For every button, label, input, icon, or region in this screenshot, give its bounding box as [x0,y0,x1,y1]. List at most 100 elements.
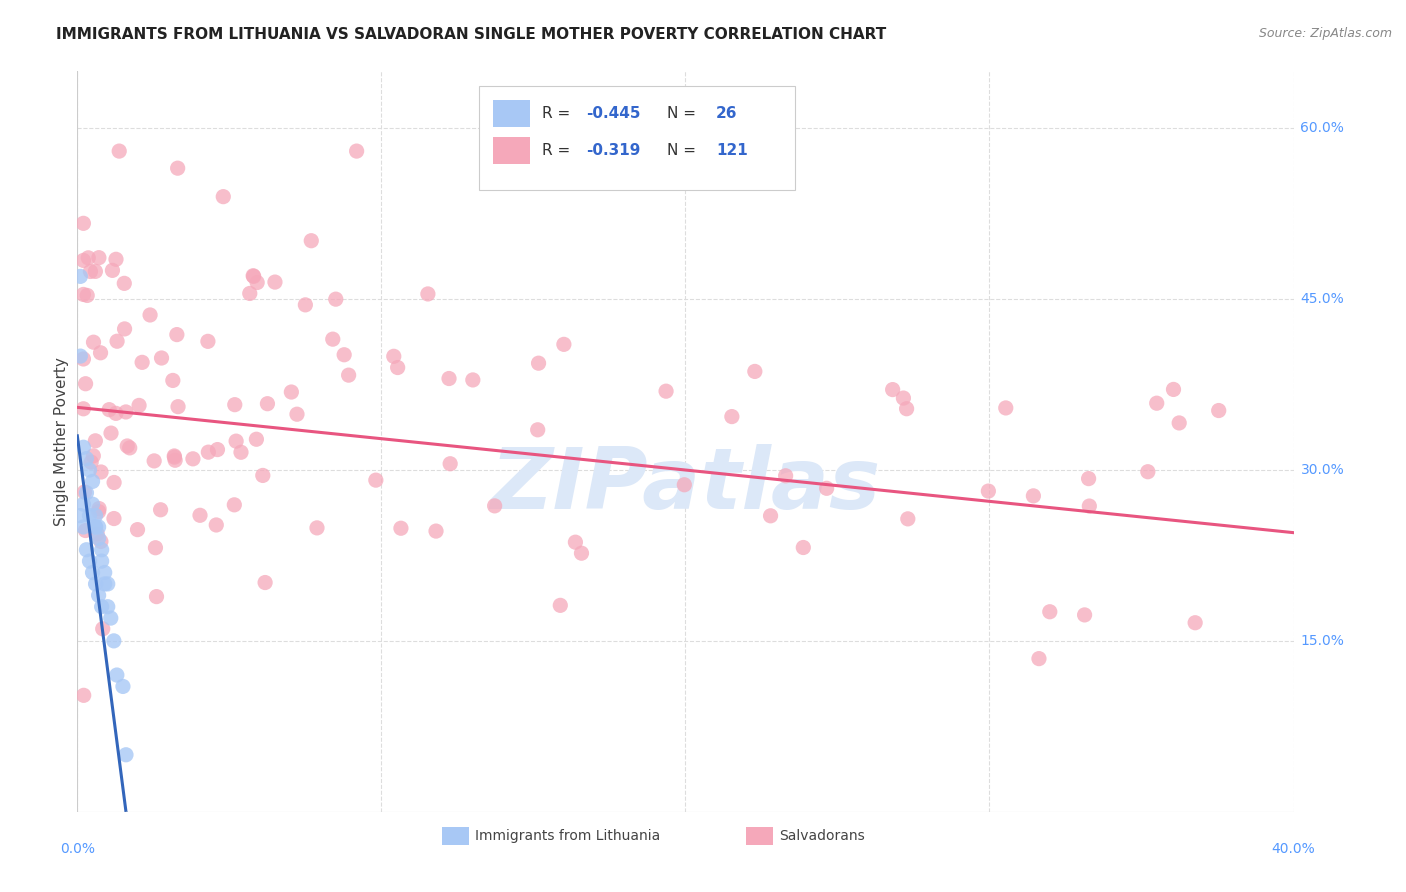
Text: 121: 121 [716,143,748,158]
Point [105,668,128,682]
Point [91,622,114,636]
Point [69,349,91,363]
Point [188,508,211,523]
Point [207,442,229,457]
Point [145,590,167,604]
Text: -0.319: -0.319 [586,143,640,158]
Point [571,546,593,560]
Point [461,373,484,387]
Point [439,457,461,471]
Point [93,566,115,580]
Point [115,405,138,419]
Point [90,599,112,614]
Point [1184,615,1206,630]
Point [82,335,104,350]
Point [721,409,744,424]
Point [224,498,246,512]
Point [1208,403,1230,417]
Point [387,360,409,375]
Point [299,234,322,248]
Point [1163,383,1185,397]
Point [75,542,97,557]
Point [333,348,356,362]
Point [84,264,107,278]
Point [75,376,97,391]
Point [76,288,98,302]
Point [87,251,110,265]
Point [346,144,368,158]
Text: 60.0%: 60.0% [1301,121,1344,136]
Point [103,633,125,648]
Text: 0.0%: 0.0% [60,842,94,856]
FancyBboxPatch shape [478,87,794,190]
Point [256,397,278,411]
Text: 15.0%: 15.0% [1301,634,1344,648]
Point [87,588,110,602]
Point [264,275,287,289]
Point [437,371,460,385]
Point [389,521,412,535]
Point [162,374,184,388]
Point [103,475,125,490]
Point [673,477,696,491]
Point [254,575,277,590]
Point [896,401,918,416]
Point [115,747,138,762]
Point [117,439,139,453]
Point [79,264,101,278]
Point [364,473,387,487]
Point [100,611,122,625]
Text: ZIPatlas: ZIPatlas [491,444,880,527]
Point [527,356,550,370]
Point [382,349,405,363]
Point [97,599,120,614]
Point [239,286,262,301]
Point [105,334,128,349]
Point [149,502,172,516]
Point [553,337,575,351]
Point [548,599,571,613]
Point [87,532,110,546]
Point [166,327,188,342]
Point [84,520,107,534]
Point [163,449,186,463]
Point [977,484,1000,499]
Text: 26: 26 [716,106,737,121]
Point [90,346,112,360]
Point [143,454,166,468]
Point [205,518,228,533]
Text: R =: R = [541,106,575,121]
Point [163,450,186,465]
Point [72,401,94,416]
Point [72,351,94,366]
Point [104,252,127,267]
Point [224,398,246,412]
Point [1146,396,1168,410]
Point [416,287,439,301]
Point [167,400,190,414]
Text: Salvadorans: Salvadorans [779,830,865,843]
Point [1073,607,1095,622]
Point [101,263,124,277]
Point [775,468,797,483]
Point [103,511,125,525]
Point [305,521,328,535]
Point [82,475,104,489]
Point [526,423,548,437]
FancyBboxPatch shape [494,137,530,164]
Point [69,508,91,523]
Point [87,505,110,519]
Point [181,451,204,466]
Text: Source: ZipAtlas.com: Source: ZipAtlas.com [1258,27,1392,40]
Point [80,455,103,469]
Point [197,445,219,459]
Point [104,406,127,420]
Point [84,508,107,523]
Point [90,542,112,557]
Point [294,298,316,312]
FancyBboxPatch shape [747,827,773,845]
Point [252,468,274,483]
Y-axis label: Single Mother Poverty: Single Mother Poverty [53,357,69,526]
Point [72,287,94,301]
Point [90,534,112,549]
